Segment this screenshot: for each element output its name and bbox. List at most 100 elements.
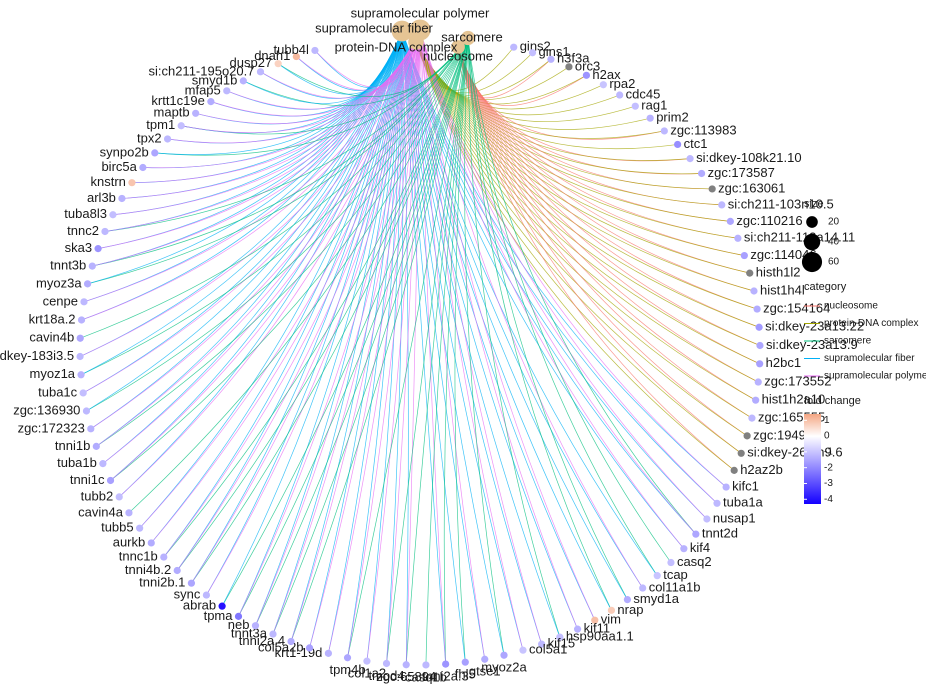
edge [150, 29, 421, 544]
gene-node [87, 425, 95, 433]
gene-node [151, 149, 159, 157]
edge [467, 37, 561, 638]
edge [80, 37, 469, 339]
gene-label: maptb [154, 105, 190, 120]
edge [457, 46, 742, 454]
gene-node [573, 625, 582, 633]
edge [139, 29, 421, 529]
category-key-label: supramolecular fiber [824, 353, 915, 364]
gene-label: casq2 [677, 554, 712, 569]
gene-label: mfap5 [185, 82, 221, 97]
gene-node [740, 251, 748, 260]
gene-label: si:dkey-108k21.10 [696, 150, 802, 165]
gene-label: col5a1 [529, 642, 567, 657]
size-key-label: 40 [828, 237, 840, 248]
gene-label: si:dkey-23a13.22 [765, 319, 864, 334]
gene-node [607, 606, 616, 614]
gene-node [305, 644, 314, 652]
gene-node [737, 449, 745, 457]
gene-label: fhl5 [455, 667, 476, 682]
gene-label: zgc:110216 [736, 213, 802, 228]
gene-label: smyd1a [633, 591, 679, 606]
gene-node [118, 194, 126, 203]
edge [277, 30, 403, 95]
gene-label: zgc:136930 [13, 402, 80, 417]
gene-node [177, 122, 185, 130]
gene-node [547, 55, 555, 63]
gene-label: tpma [204, 608, 234, 623]
gene-node [269, 630, 277, 638]
gene-node [76, 352, 84, 361]
edge [238, 30, 403, 617]
edge [401, 30, 685, 549]
gene-label: tnnt2d [702, 526, 738, 541]
gene-label: neb [228, 617, 250, 632]
edge [272, 37, 469, 635]
edge [255, 29, 421, 626]
category-node [391, 20, 413, 42]
gene-node [726, 217, 734, 225]
gene-node [653, 572, 661, 580]
edge [314, 29, 421, 88]
edge [102, 29, 421, 464]
gene-label: hsp90aa1.1 [566, 629, 634, 644]
gene-node [556, 633, 564, 641]
gene-label: tubb2 [81, 488, 114, 503]
gene-label: tcap [663, 567, 688, 582]
gene-label: tnni2a.3 [423, 669, 469, 684]
edge [195, 29, 421, 125]
edge [86, 37, 469, 412]
gene-label: kif11 [584, 621, 611, 636]
gene-label: zgc:65894 [376, 669, 436, 684]
edge [401, 30, 596, 621]
gene-node [160, 553, 168, 561]
gene-label: krtt1c19e [151, 93, 204, 108]
gene-label: zgc:163061 [718, 180, 785, 195]
gene-label: myoz1a [30, 366, 76, 381]
edge [96, 29, 421, 447]
gene-node [442, 660, 450, 668]
gene-label: nusap1 [713, 510, 756, 525]
gene-node [163, 135, 172, 143]
gene-node [99, 460, 107, 468]
edge [96, 37, 469, 447]
gene-label: hist1h4l [760, 282, 805, 297]
edge [401, 30, 697, 535]
gene-node [500, 651, 508, 659]
gene-node [743, 432, 751, 440]
edge [255, 37, 469, 626]
gene-node [202, 591, 211, 599]
edge [243, 37, 469, 106]
gene-node [510, 43, 518, 51]
edge [401, 30, 727, 488]
edge [457, 46, 745, 256]
edge [366, 29, 421, 662]
edge [405, 29, 421, 665]
gene-label: gtse1 [469, 664, 501, 679]
gene-label: zgc:194989 [753, 427, 820, 442]
gene-label: tmod4 [368, 668, 404, 683]
gene-label: knstrn [91, 174, 126, 189]
gene-node [128, 179, 136, 187]
category-label: sarcomere [441, 29, 502, 44]
edge [467, 37, 612, 611]
gene-node [481, 655, 489, 663]
gene-label: tnnc1b [119, 549, 158, 564]
gene-node [667, 558, 675, 567]
gene-label: tubb5 [101, 520, 134, 535]
gene-node [703, 515, 711, 523]
gene-node [646, 114, 654, 122]
color-bar-label: -4 [824, 494, 833, 505]
size-key-label: 60 [828, 257, 840, 268]
gene-node [239, 77, 247, 85]
category-label: supramolecular polymer [351, 5, 490, 20]
gene-label: rpa2 [609, 76, 635, 91]
gene-node [582, 71, 591, 79]
gene-node [748, 414, 756, 422]
gene-node [631, 102, 639, 110]
edge [191, 37, 469, 584]
category-label: nucleosome [423, 48, 493, 63]
gene-node [80, 298, 88, 306]
edge [238, 29, 421, 617]
